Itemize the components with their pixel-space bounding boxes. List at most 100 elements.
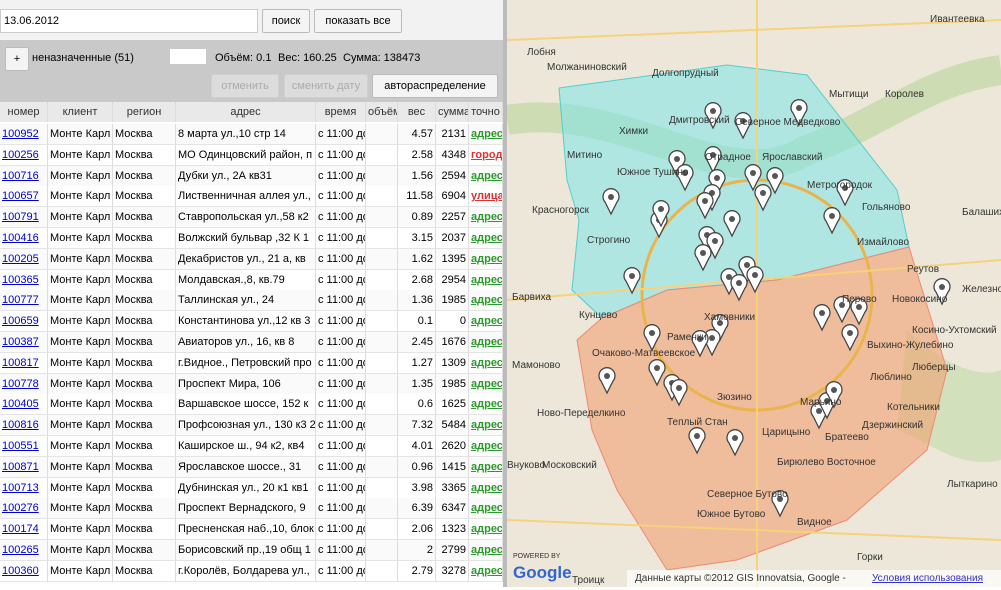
column-header: адрес bbox=[176, 102, 316, 122]
change-date-button[interactable]: сменить дату bbox=[284, 74, 368, 98]
pin-dot bbox=[831, 387, 837, 393]
order-link[interactable]: 100657 bbox=[2, 190, 39, 202]
order-link[interactable]: 100276 bbox=[2, 502, 39, 514]
cell-text: Волжский бульвар ,32 К 1 bbox=[176, 228, 316, 248]
cell-text: Монте Карл bbox=[48, 124, 113, 144]
cell bbox=[366, 540, 398, 560]
order-link[interactable]: 100777 bbox=[2, 294, 39, 306]
cell-text: 2620 bbox=[436, 436, 469, 456]
cell bbox=[366, 186, 398, 206]
cell-text: адрес bbox=[469, 270, 503, 290]
order-cell: 100256 bbox=[0, 145, 48, 165]
place-label: Царицыно bbox=[762, 427, 811, 438]
cell-text: адрес bbox=[469, 166, 503, 186]
cell-text: МО Одинцовский район, п bbox=[176, 145, 316, 165]
cell-text: адрес bbox=[469, 124, 503, 144]
cell-text: 1395 bbox=[436, 249, 469, 269]
cell bbox=[366, 415, 398, 435]
order-link[interactable]: 100817 bbox=[2, 357, 39, 369]
pin-dot bbox=[816, 408, 822, 414]
order-link[interactable]: 100952 bbox=[2, 128, 39, 140]
order-link[interactable]: 100791 bbox=[2, 211, 39, 223]
order-link[interactable]: 100659 bbox=[2, 315, 39, 327]
place-label: Братеево bbox=[825, 432, 869, 443]
column-header: сумма bbox=[436, 102, 469, 122]
cell-text: Профсоюзная ул., 130 к3 2 bbox=[176, 415, 316, 435]
order-link[interactable]: 100265 bbox=[2, 544, 39, 556]
cell-text: Проспект Мира, 106 bbox=[176, 374, 316, 394]
color-box bbox=[170, 49, 206, 64]
cell-text: 1676 bbox=[436, 332, 469, 352]
cell bbox=[366, 290, 398, 310]
cell-text: улица bbox=[469, 186, 503, 206]
order-cell: 100778 bbox=[0, 374, 48, 394]
cell-text: Монте Карл bbox=[48, 498, 113, 518]
order-link[interactable]: 100360 bbox=[2, 565, 39, 577]
add-button[interactable]: + bbox=[5, 47, 29, 71]
order-link[interactable]: 100716 bbox=[2, 170, 39, 182]
cell-text: с 11:00 до bbox=[316, 145, 366, 165]
order-link[interactable]: 100416 bbox=[2, 232, 39, 244]
order-link[interactable]: 100365 bbox=[2, 274, 39, 286]
cell-text: 2257 bbox=[436, 207, 469, 227]
place-label: Мытищи bbox=[829, 89, 869, 100]
summary-bar: + неназначенные (51) Объём: 0.1 Вес: 160… bbox=[0, 40, 503, 102]
cell-text: с 11:00 до bbox=[316, 311, 366, 331]
autodistribute-button[interactable]: автораспределение bbox=[372, 74, 498, 98]
cell-text: 1985 bbox=[436, 290, 469, 310]
place-label: Красногорск bbox=[532, 205, 590, 216]
cell-text: 6347 bbox=[436, 498, 469, 518]
order-link[interactable]: 100871 bbox=[2, 461, 39, 473]
cancel-button[interactable]: отменить bbox=[211, 74, 279, 98]
order-link[interactable]: 100205 bbox=[2, 253, 39, 265]
place-label: Северное Бутово bbox=[707, 489, 788, 500]
order-link[interactable]: 100405 bbox=[2, 398, 39, 410]
order-link[interactable]: 100551 bbox=[2, 440, 39, 452]
show-all-button[interactable]: показать все bbox=[314, 9, 402, 33]
order-link[interactable]: 100174 bbox=[2, 523, 39, 535]
cell-text: адрес bbox=[469, 207, 503, 227]
column-header: время bbox=[316, 102, 366, 122]
order-link[interactable]: 100713 bbox=[2, 482, 39, 494]
order-link[interactable]: 100816 bbox=[2, 419, 39, 431]
place-label: Ново-Переделкино bbox=[537, 408, 626, 419]
cell-text: 7.32 bbox=[398, 415, 436, 435]
cell-text: Москва bbox=[113, 186, 176, 206]
date-input[interactable]: 13.06.2012 bbox=[0, 9, 258, 33]
search-button[interactable]: поиск bbox=[262, 9, 310, 33]
cell-text: Москва bbox=[113, 374, 176, 394]
order-link[interactable]: 100778 bbox=[2, 378, 39, 390]
place-label: Ярославский bbox=[762, 152, 823, 163]
unassigned[interactable]: неназначенные (51) bbox=[32, 52, 134, 64]
cell-text: г.Королёв, Болдарева ул., bbox=[176, 561, 316, 581]
cell-text: Авиаторов ул., 16, кв 8 bbox=[176, 332, 316, 352]
cell-text: 0.6 bbox=[398, 394, 436, 414]
place-label: Новокосино bbox=[892, 294, 948, 305]
cell-text: адрес bbox=[469, 457, 503, 477]
order-link[interactable]: 100387 bbox=[2, 336, 39, 348]
cell-text: Монте Карл bbox=[48, 540, 113, 560]
cell-text: 1309 bbox=[436, 353, 469, 373]
map-canvas[interactable]: ИвантеевкаЛобняМолжаниновскийДолгопрудны… bbox=[507, 0, 1001, 587]
cell-text: Москва bbox=[113, 207, 176, 227]
cell-text: 11.58 bbox=[398, 186, 436, 206]
place-label: Южное Тушино bbox=[617, 167, 689, 178]
cell-text: Монте Карл bbox=[48, 249, 113, 269]
terms-link[interactable]: Условия использования bbox=[872, 573, 983, 584]
cell-text: Москва bbox=[113, 290, 176, 310]
cell-text: с 11:00 до bbox=[316, 290, 366, 310]
pin-dot bbox=[760, 190, 766, 196]
order-link[interactable]: 100256 bbox=[2, 149, 39, 161]
cell bbox=[366, 436, 398, 456]
cell-text: 1625 bbox=[436, 394, 469, 414]
order-cell: 100716 bbox=[0, 166, 48, 186]
map[interactable]: ИвантеевкаЛобняМолжаниновскийДолгопрудны… bbox=[503, 0, 1001, 587]
cell-text: 2.06 bbox=[398, 519, 436, 539]
column-header: регион bbox=[113, 102, 176, 122]
cell-text: Монте Карл bbox=[48, 394, 113, 414]
cell-text: Москва bbox=[113, 519, 176, 539]
cell-text: Монте Карл bbox=[48, 332, 113, 352]
place-label: Горки bbox=[857, 552, 883, 563]
cell-text: с 11:00 до bbox=[316, 166, 366, 186]
